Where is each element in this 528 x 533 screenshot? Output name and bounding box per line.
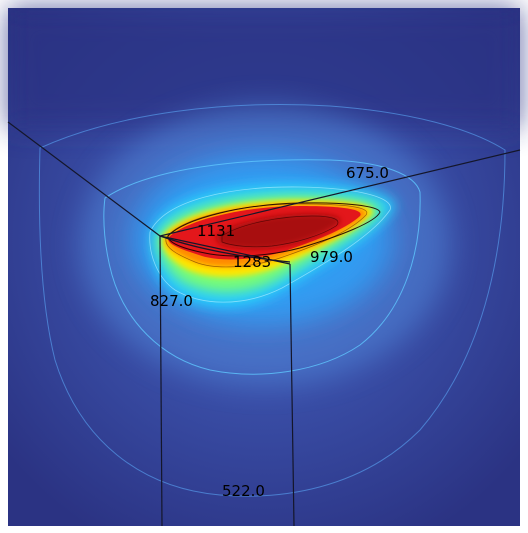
contour-line-675 [103,159,421,375]
edge-right [159,149,521,237]
contour-line-1131 [167,202,381,257]
edge-left [7,121,161,237]
contour-label-522: 522.0 [222,482,265,500]
contour-label-827: 827.0 [150,292,193,310]
contour-line-1283 [221,215,339,248]
contour-label-675: 675.0 [346,164,389,182]
contour-label-1131: 1131 [197,222,235,240]
edge-front-arc [159,235,291,263]
contour-line-827 [149,186,391,303]
contour-label-1283: 1283 [233,253,271,271]
edge-vertical-right [289,263,295,527]
contour-line-522 [38,104,506,497]
contour-label-979: 979.0 [310,248,353,266]
edge-vertical-left [159,235,163,527]
heat-zone-darkred [215,214,341,249]
contour-lines [38,104,506,497]
